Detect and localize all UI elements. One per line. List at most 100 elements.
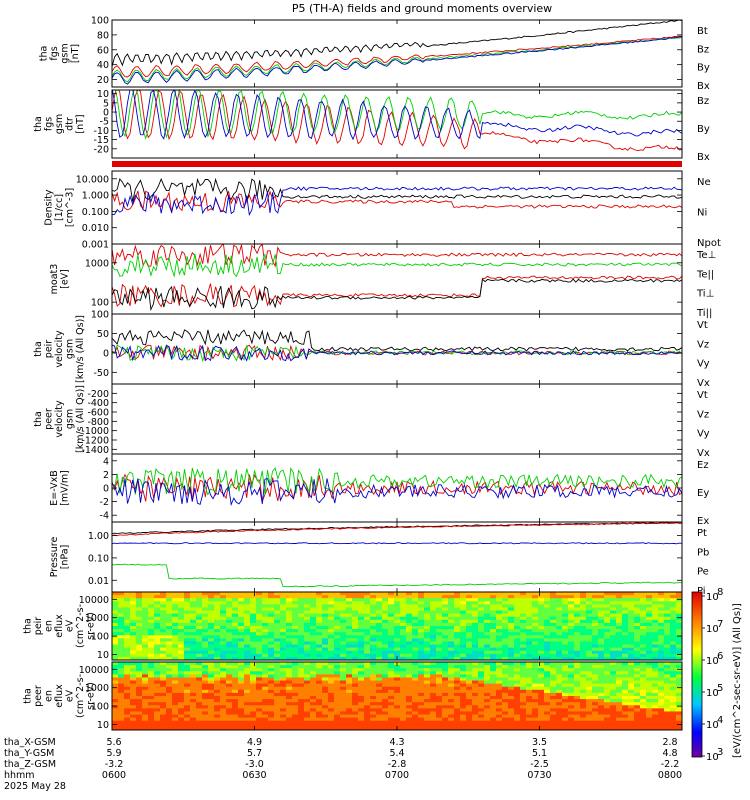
y-axis-label: [nT] — [75, 114, 86, 133]
series-line-bz — [112, 90, 682, 152]
y-tick-label: 100 — [91, 632, 109, 643]
y-axis-label: velocity — [54, 400, 65, 438]
colorbar-tick-label: 10 — [706, 688, 719, 699]
ephemeris-value: -2.5 — [530, 759, 549, 770]
legend-entry: Vy — [697, 359, 710, 370]
series-line-te — [112, 278, 682, 312]
panel-frame — [111, 89, 683, 159]
legend-entry: Bx — [697, 152, 710, 163]
series-line-ti — [112, 252, 682, 278]
legend-entry: By — [697, 124, 710, 135]
y-axis-label: peer — [44, 408, 55, 430]
ephemeris-value: 5.6 — [106, 737, 121, 748]
series-line-te — [112, 275, 682, 308]
y-tick-label: 10.000 — [76, 174, 109, 185]
panel-6: -200-400-600-800-1000-1200-1400 tha peer ve… — [33, 383, 710, 459]
y-axis-label: moat3 — [49, 264, 60, 295]
ephemeris-row-label: tha_X-GSM — [4, 737, 56, 748]
series-line-bx — [112, 36, 682, 85]
series-line-vx — [112, 344, 682, 362]
legend-entry: Ez — [697, 460, 709, 471]
y-axis-label: gsm — [54, 114, 65, 134]
ephemeris-value: 5.4 — [389, 748, 404, 759]
legend-entry: Npot — [697, 238, 721, 249]
series-line-pt — [112, 522, 682, 535]
panel-4: 1000 100 moat3 [eV] Te⊥ Te|| Ti⊥ Ti|| — [49, 243, 716, 319]
legend-entry: Pe — [697, 567, 709, 578]
y-axis-label: eV — [65, 619, 76, 632]
y-axis-label: Density — [44, 189, 55, 225]
ephemeris-value: 5.1 — [532, 748, 547, 759]
y-axis-label: dtr — [65, 117, 76, 131]
y-axis-label: (cm^2-s- — [75, 604, 86, 648]
colorbar-tick-exponent: 4 — [717, 715, 723, 726]
colorbar-tick-exponent: 7 — [717, 619, 723, 630]
series-line-ez — [112, 473, 682, 502]
series-line-vt — [112, 329, 682, 352]
legend-entry: Te|| — [696, 269, 714, 280]
legend-entry: Bx — [697, 81, 710, 92]
legend-entry: Vz — [697, 409, 709, 420]
y-axis-label: [km/s (All Qs)] — [75, 385, 86, 453]
y-tick-label: 1000 — [85, 258, 109, 269]
y-tick-label: 0.10 — [88, 553, 109, 564]
y-axis-label: gsm — [59, 43, 70, 63]
series-line-by — [112, 36, 682, 83]
spectrogram-9 — [112, 592, 682, 660]
legend-entry: Ti⊥ — [696, 289, 714, 300]
legend-entry: Pb — [697, 547, 709, 558]
ephemeris-row-label: tha_Y-GSM — [4, 748, 54, 759]
panel-9: 10000 1000 100 10 tha peir en eflux eV (cm^2-s-sr… — [23, 591, 683, 661]
y-tick-label: 0.010 — [82, 223, 109, 234]
legend-entry: Vt — [697, 320, 708, 331]
series-line-ex — [112, 477, 682, 507]
y-axis-label: [km/s (All Qs)] — [75, 315, 86, 383]
y-axis-label: [mV/m] — [59, 470, 70, 506]
y-tick-label: 40 — [97, 60, 109, 71]
y-axis-label: [nPa] — [59, 545, 70, 570]
panel-frame — [111, 383, 683, 455]
y-tick-label: -4 — [100, 511, 109, 522]
y-tick-label: -10 — [93, 126, 109, 137]
y-axis-label: peer — [33, 685, 44, 707]
y-axis-label: (cm^2-s- — [75, 674, 86, 718]
y-tick-label: 60 — [97, 45, 109, 56]
series-line-ne — [112, 190, 682, 213]
series-line-ey — [112, 467, 682, 496]
mode-bar — [112, 161, 682, 167]
legend-entry: Ti|| — [696, 308, 712, 319]
y-tick-label: 10000 — [79, 665, 109, 676]
y-tick-label: 100 — [91, 310, 109, 321]
panel-3: 10.000 1.000 0.100 0.010 0.001 Density [1/cc][… — [44, 170, 721, 251]
y-axis-label: E=-VxB — [49, 470, 60, 505]
legend-entry: Vx — [697, 448, 710, 459]
y-tick-label: 80 — [97, 30, 109, 41]
panel-1: 100 80 60 40 20 tha fgs gsm [nT] Bt Bz By Bx — [38, 16, 710, 93]
y-tick-label: 10 — [97, 650, 109, 661]
y-axis-label: en — [44, 620, 55, 632]
series-line-ni — [112, 177, 682, 203]
colorbar-tick-exponent: 6 — [717, 651, 723, 662]
colorbar-tick-exponent: 8 — [717, 587, 723, 598]
series-line-pi — [112, 542, 682, 545]
y-axis-label: gsm — [65, 409, 76, 429]
y-axis-label: tha — [23, 688, 34, 704]
colorbar-tick-label: 10 — [706, 720, 719, 731]
series-line-ti — [112, 244, 682, 268]
panel-7: 4 2 0 -2 -4 E=-VxB [mV/m] Ez Ey Ex — [49, 453, 709, 527]
y-tick-label: 20 — [97, 75, 109, 86]
y-tick-label: 0 — [103, 348, 109, 359]
y-tick-label: 0.100 — [82, 207, 109, 218]
ephemeris-value: 0630 — [242, 770, 266, 781]
y-axis-label: peir — [33, 617, 44, 636]
y-tick-label: -600 — [87, 408, 109, 419]
y-axis-label: tha — [23, 618, 34, 634]
y-tick-label: -2 — [100, 497, 109, 508]
legend-entry: Te⊥ — [696, 250, 716, 261]
y-tick-label: 1000 — [85, 613, 109, 624]
ephemeris-value: 3.5 — [532, 737, 547, 748]
y-tick-label: 100 — [91, 298, 109, 309]
